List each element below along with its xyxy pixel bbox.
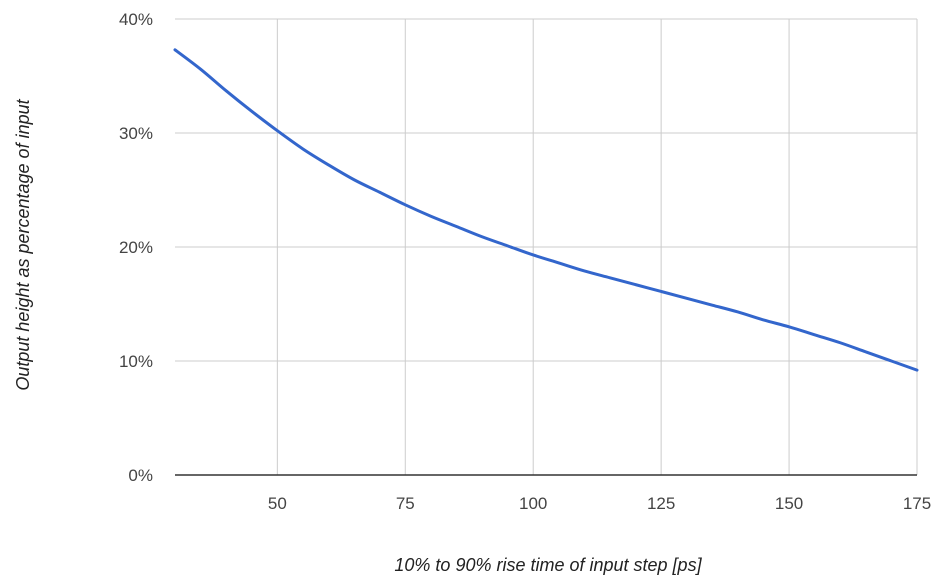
y-tick-label: 10% [119, 352, 153, 371]
x-tick-label: 50 [268, 494, 287, 513]
series-line [173, 48, 919, 372]
y-axis-title: Output height as percentage of input [13, 98, 33, 390]
grid [175, 18, 918, 475]
x-axis-title: 10% to 90% rise time of input step [ps] [394, 555, 702, 575]
x-tick-label: 75 [396, 494, 415, 513]
y-tick-label: 20% [119, 238, 153, 257]
tick-labels: 0% 10% 20% 30% 40% 50 75 100 125 150 175 [119, 10, 931, 513]
x-tick-label: 175 [903, 494, 931, 513]
x-tick-label: 100 [519, 494, 547, 513]
y-tick-label: 30% [119, 124, 153, 143]
x-tick-label: 125 [647, 494, 675, 513]
y-tick-label: 40% [119, 10, 153, 29]
y-tick-label: 0% [128, 466, 153, 485]
x-tick-label: 150 [775, 494, 803, 513]
series-layer [173, 48, 919, 372]
